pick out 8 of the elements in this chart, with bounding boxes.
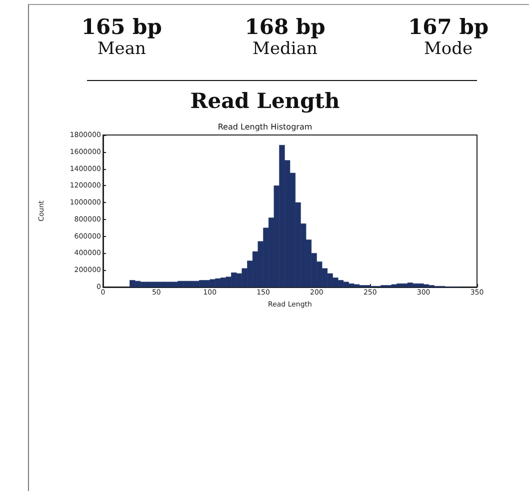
chart-title: Read Length <box>189 88 341 113</box>
chart-subtitle: Read Length Histogram <box>218 122 312 132</box>
text: 167 bp <box>407 14 490 39</box>
text: Mode <box>423 39 474 59</box>
text: 168 bp <box>244 14 326 39</box>
text: Mean <box>96 39 147 59</box>
text: 165 bp <box>80 14 163 39</box>
text: Median <box>252 39 318 59</box>
